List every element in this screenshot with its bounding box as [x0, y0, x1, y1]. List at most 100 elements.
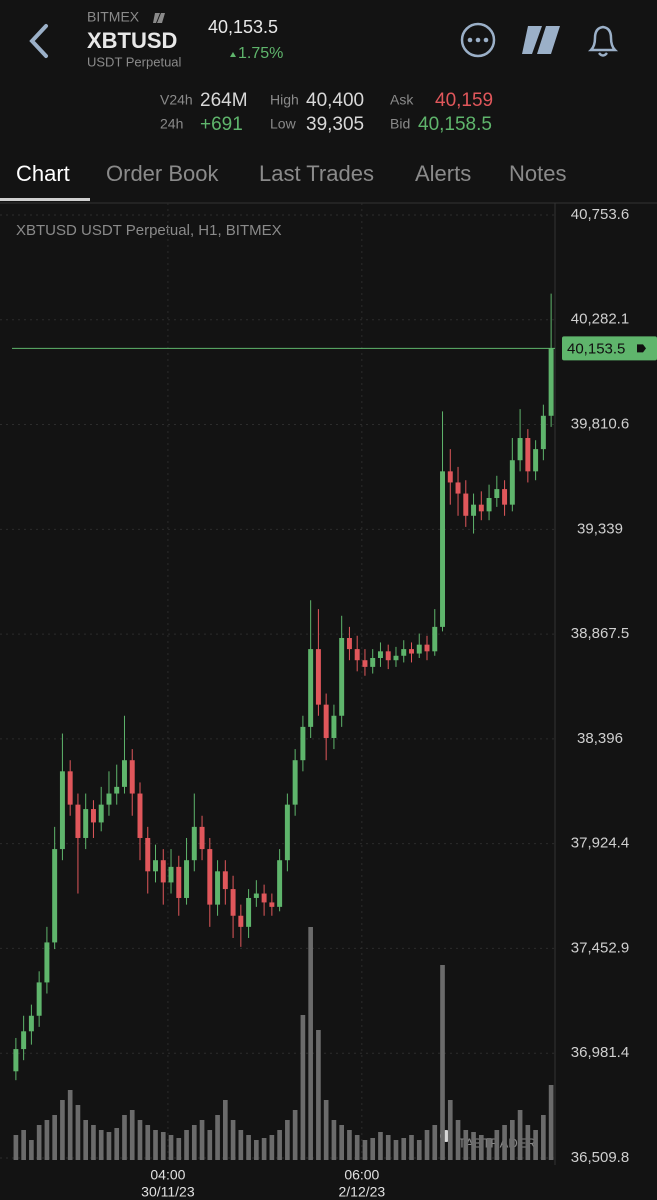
candle-body — [137, 793, 143, 838]
candle-body — [447, 471, 453, 483]
volume-bar — [230, 1120, 236, 1160]
candle-body — [331, 715, 337, 738]
candle-body — [284, 804, 290, 861]
candle-body — [106, 793, 112, 805]
candle-body — [517, 438, 523, 461]
tab[interactable]: Last Trades — [259, 161, 374, 186]
alerts-button[interactable] — [587, 25, 619, 57]
volume-bar — [277, 1130, 282, 1160]
candle-body — [145, 837, 151, 872]
stat-value: 40,400 — [306, 90, 364, 111]
stat-value: 40,159 — [435, 90, 493, 111]
stat-label: Low — [270, 116, 297, 132]
volume-bar — [199, 1120, 205, 1160]
y-tick-label: 39,339 — [577, 520, 623, 537]
volume-bar — [378, 1132, 383, 1160]
contract: USDT Perpetual — [87, 54, 182, 69]
volume-bar — [153, 1130, 158, 1160]
candle-body — [191, 826, 197, 861]
volume-bar — [191, 1125, 197, 1160]
volume-bar — [168, 1135, 174, 1160]
more-button[interactable] — [460, 22, 496, 58]
stat-label: V24h — [160, 92, 193, 108]
tab[interactable]: Chart — [16, 161, 70, 186]
symbol: XBTUSD — [87, 28, 177, 53]
x-tick-label: 06:00 — [344, 1167, 379, 1183]
tab[interactable]: Alerts — [415, 161, 471, 186]
volume-bar — [285, 1120, 290, 1160]
broker-button[interactable] — [522, 26, 560, 54]
chart-title: XBTUSD USDT Perpetual, H1, BITMEX — [16, 222, 282, 239]
volume-bar — [176, 1138, 182, 1160]
candle-body — [292, 760, 298, 805]
volume-bar — [510, 1120, 515, 1160]
candle-body — [548, 348, 554, 416]
volume-bar — [52, 1115, 57, 1160]
volume-bar — [463, 1130, 469, 1160]
candle-body — [416, 644, 422, 654]
volume-bar — [254, 1140, 259, 1160]
volume-bar — [432, 1125, 438, 1160]
volume-bar — [184, 1130, 189, 1160]
candle-body — [184, 860, 190, 898]
candle-body — [44, 942, 50, 983]
volume-bar — [447, 1100, 453, 1160]
candle-body — [160, 860, 166, 883]
candle-body — [75, 804, 81, 838]
volume-bar — [502, 1125, 507, 1160]
volume-bar — [292, 1110, 298, 1160]
volume-bar — [385, 1135, 391, 1160]
y-tick-label: 40,282.1 — [571, 311, 629, 328]
stat-value: +691 — [200, 114, 243, 135]
candle-body — [230, 889, 236, 916]
volume-bar — [75, 1105, 81, 1160]
volume-bar — [323, 1100, 329, 1160]
candle-body — [346, 637, 352, 650]
volume-bar — [91, 1125, 96, 1160]
y-tick-label: 36,509.8 — [571, 1149, 629, 1166]
volume-bar — [21, 1130, 26, 1160]
candle-body — [463, 493, 469, 516]
tab[interactable]: Notes — [509, 161, 566, 186]
volume-bar — [339, 1125, 345, 1160]
candle-body — [36, 982, 42, 1016]
x-tick-date: 2/12/23 — [338, 1184, 385, 1200]
change: 1.75% — [238, 45, 283, 62]
candle-body — [377, 651, 383, 658]
volume-bar — [67, 1090, 73, 1160]
candle-body — [253, 893, 259, 898]
candle-body — [199, 826, 205, 850]
last-price-tag — [562, 336, 657, 361]
candle-body — [13, 1049, 19, 1072]
candle-body — [129, 760, 135, 794]
candle-body — [502, 489, 508, 505]
volume-bar — [494, 1130, 500, 1160]
volume-bar — [440, 965, 445, 1160]
tab[interactable]: Order Book — [106, 161, 219, 186]
candle-body — [354, 649, 360, 661]
candle-body — [21, 1031, 27, 1050]
up-arrow — [230, 52, 236, 57]
candle-body — [222, 871, 228, 890]
volume-bar — [222, 1100, 228, 1160]
candle-body — [300, 726, 306, 761]
candle-body — [540, 415, 546, 450]
candle-body — [59, 771, 65, 850]
volume-bar — [122, 1115, 127, 1160]
volume-bar — [541, 1115, 546, 1160]
volume-bar — [207, 1130, 213, 1160]
candle-body — [315, 649, 321, 705]
candle-body — [52, 849, 58, 943]
candle-body — [90, 809, 96, 823]
candle-body — [277, 860, 283, 907]
candle-body — [486, 498, 492, 512]
volume-bar — [44, 1120, 50, 1160]
candle-body — [533, 449, 539, 472]
x-tick-date: 30/11/23 — [141, 1184, 195, 1200]
back-button[interactable] — [29, 24, 48, 58]
volume-bar — [354, 1135, 360, 1160]
candle-body — [525, 438, 531, 472]
volume-bar — [316, 1030, 321, 1160]
